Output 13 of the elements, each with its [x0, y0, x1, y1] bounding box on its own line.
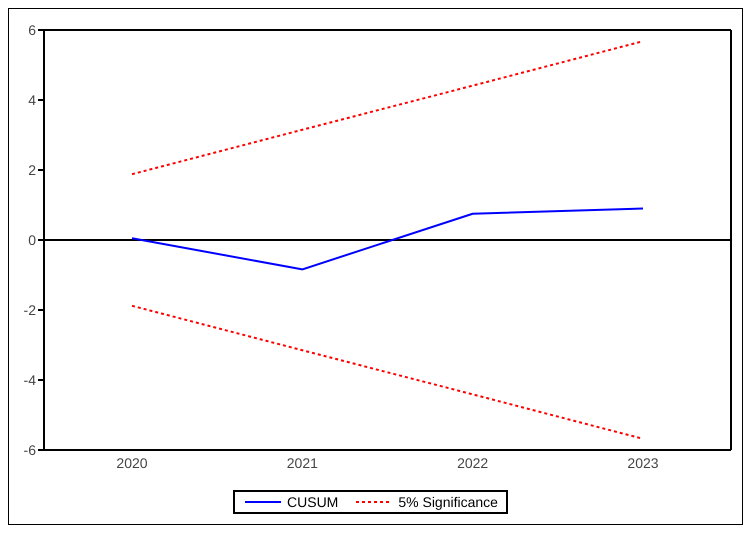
y-tick-label: 6	[28, 22, 36, 38]
legend-label: CUSUM	[286, 494, 338, 510]
y-tick-label: -4	[24, 372, 36, 388]
y-tick-label: 0	[28, 232, 36, 248]
x-tick-label: 2023	[627, 454, 659, 471]
x-tick-label: 2020	[116, 454, 148, 471]
legend-label: 5% Significance	[397, 494, 498, 510]
y-tick-label: -2	[24, 302, 36, 318]
x-tick-label: 2021	[286, 454, 318, 471]
x-tick-label: 2022	[457, 454, 488, 471]
y-tick-label: 4	[28, 92, 36, 108]
y-tick-label: -6	[24, 442, 36, 458]
y-tick-label: 2	[28, 162, 36, 178]
